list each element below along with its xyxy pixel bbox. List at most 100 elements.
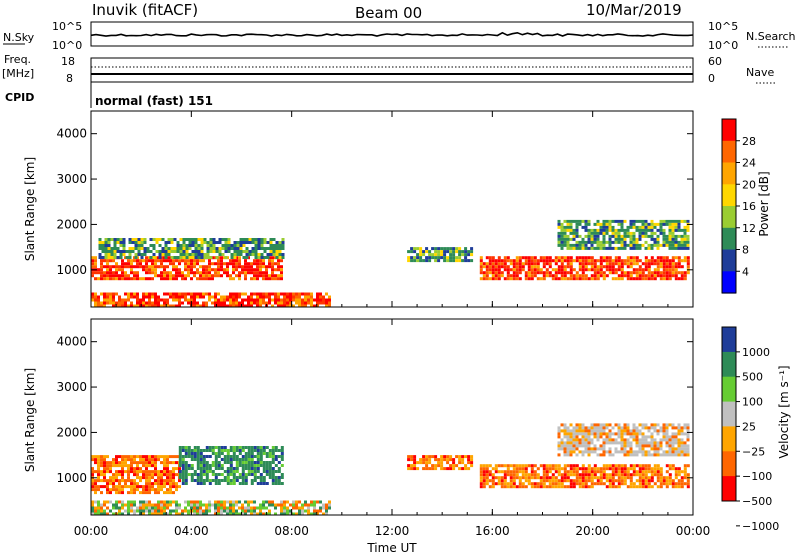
heatmap-cell [518, 479, 522, 483]
heatmap-cell [578, 441, 582, 445]
heatmap-cell [280, 292, 283, 296]
heatmap-cell [635, 259, 639, 263]
heatmap-cell [110, 250, 114, 253]
heatmap-cell [623, 432, 627, 436]
heatmap-cell [226, 458, 230, 461]
heatmap-cell [509, 473, 513, 477]
heatmap-cell [269, 247, 273, 250]
heatmap-cell [524, 485, 528, 489]
heatmap-cell [443, 259, 447, 263]
heatmap-cell [169, 304, 172, 308]
heatmap-cell [665, 464, 669, 468]
heatmap-cell [238, 292, 241, 296]
heatmap-cell [205, 503, 208, 507]
heatmap-cell [653, 262, 657, 266]
heatmap-cell [608, 271, 612, 275]
heatmap-cell [440, 464, 444, 468]
heatmap-cell [569, 441, 573, 445]
heatmap-cell [157, 512, 160, 516]
heatmap-cell [674, 432, 678, 436]
heatmap-cell [175, 473, 178, 477]
heatmap-cell [103, 277, 106, 281]
heatmap-cell [103, 458, 106, 462]
heatmap-cell [265, 467, 269, 470]
heatmap-cell [259, 295, 262, 299]
heatmap-cell [620, 262, 624, 266]
heatmap-cell [596, 429, 600, 433]
heatmap-cell [121, 268, 124, 272]
heatmap-cell [235, 304, 238, 308]
heatmap-cell [163, 458, 166, 462]
heatmap-cell [268, 262, 271, 266]
heatmap-cell [539, 479, 543, 483]
heatmap-cell [203, 253, 207, 256]
heatmap-cell [599, 467, 603, 471]
heatmap-cell [250, 301, 253, 305]
heatmap-cell [322, 506, 325, 510]
heatmap-cell [596, 476, 600, 480]
nave-tick-bottom: 0 [708, 72, 715, 85]
heatmap-cell [151, 476, 154, 480]
heatmap-cell [635, 435, 639, 439]
heatmap-cell [250, 446, 254, 449]
heatmap-cell [542, 479, 546, 483]
heatmap-cell [167, 241, 171, 244]
heatmap-cell [158, 238, 162, 241]
heatmap-cell [617, 441, 621, 445]
heatmap-cell [133, 500, 136, 504]
heatmap-cell [671, 435, 675, 439]
heatmap-cell [196, 271, 199, 275]
heatmap-cell [229, 506, 232, 510]
heatmap-cell [212, 250, 216, 253]
heatmap-cell [100, 473, 103, 477]
heatmap-cell [665, 426, 669, 430]
heatmap-cell [662, 222, 666, 226]
heatmap-cell [461, 461, 465, 465]
heatmap-cell [581, 243, 585, 247]
heatmap-cell [566, 470, 570, 474]
heatmap-cell [161, 247, 165, 250]
heatmap-cell [235, 464, 239, 467]
heatmap-cell [181, 479, 185, 482]
heatmap-cell [233, 241, 237, 244]
heatmap-cell [274, 446, 278, 449]
heatmap-cell [292, 304, 295, 308]
heatmap-cell [452, 464, 456, 468]
heatmap-cell [104, 253, 108, 256]
heatmap-cell [527, 262, 531, 266]
heatmap-cell [184, 461, 188, 464]
heatmap-cell [217, 292, 220, 296]
heatmap-cell [152, 256, 156, 259]
heatmap-cell [605, 438, 609, 442]
heatmap-cell [301, 301, 304, 305]
heatmap-cell [653, 423, 657, 427]
heatmap-cell [593, 231, 597, 235]
heatmap-cell [515, 277, 519, 281]
heatmap-cell [539, 268, 543, 272]
heatmap-cell [169, 461, 172, 465]
heatmap-cell [193, 452, 197, 455]
heatmap-cell [677, 243, 681, 247]
heatmap-cell [626, 423, 630, 427]
heatmap-cell [157, 265, 160, 269]
heatmap-cell [148, 506, 151, 510]
colorbar-tick-label: 16 [742, 200, 756, 213]
heatmap-cell [662, 450, 666, 454]
heatmap-cell [193, 473, 197, 476]
heatmap-cell [656, 271, 660, 275]
heatmap-cell [659, 259, 663, 263]
heatmap-cell [169, 295, 172, 299]
heatmap-cell [512, 473, 516, 477]
heatmap-cell [662, 268, 666, 272]
heatmap-cell [224, 238, 228, 241]
heatmap-cell [209, 244, 213, 247]
heatmap-cell [197, 253, 201, 256]
heatmap-cell [112, 295, 115, 299]
heatmap-cell [262, 265, 265, 269]
heatmap-cell [572, 447, 576, 451]
heatmap-cell [587, 450, 591, 454]
heatmap-cell [121, 503, 124, 507]
heatmap-cell [193, 304, 196, 308]
heatmap-cell [172, 292, 175, 296]
heatmap-cell [650, 444, 654, 448]
